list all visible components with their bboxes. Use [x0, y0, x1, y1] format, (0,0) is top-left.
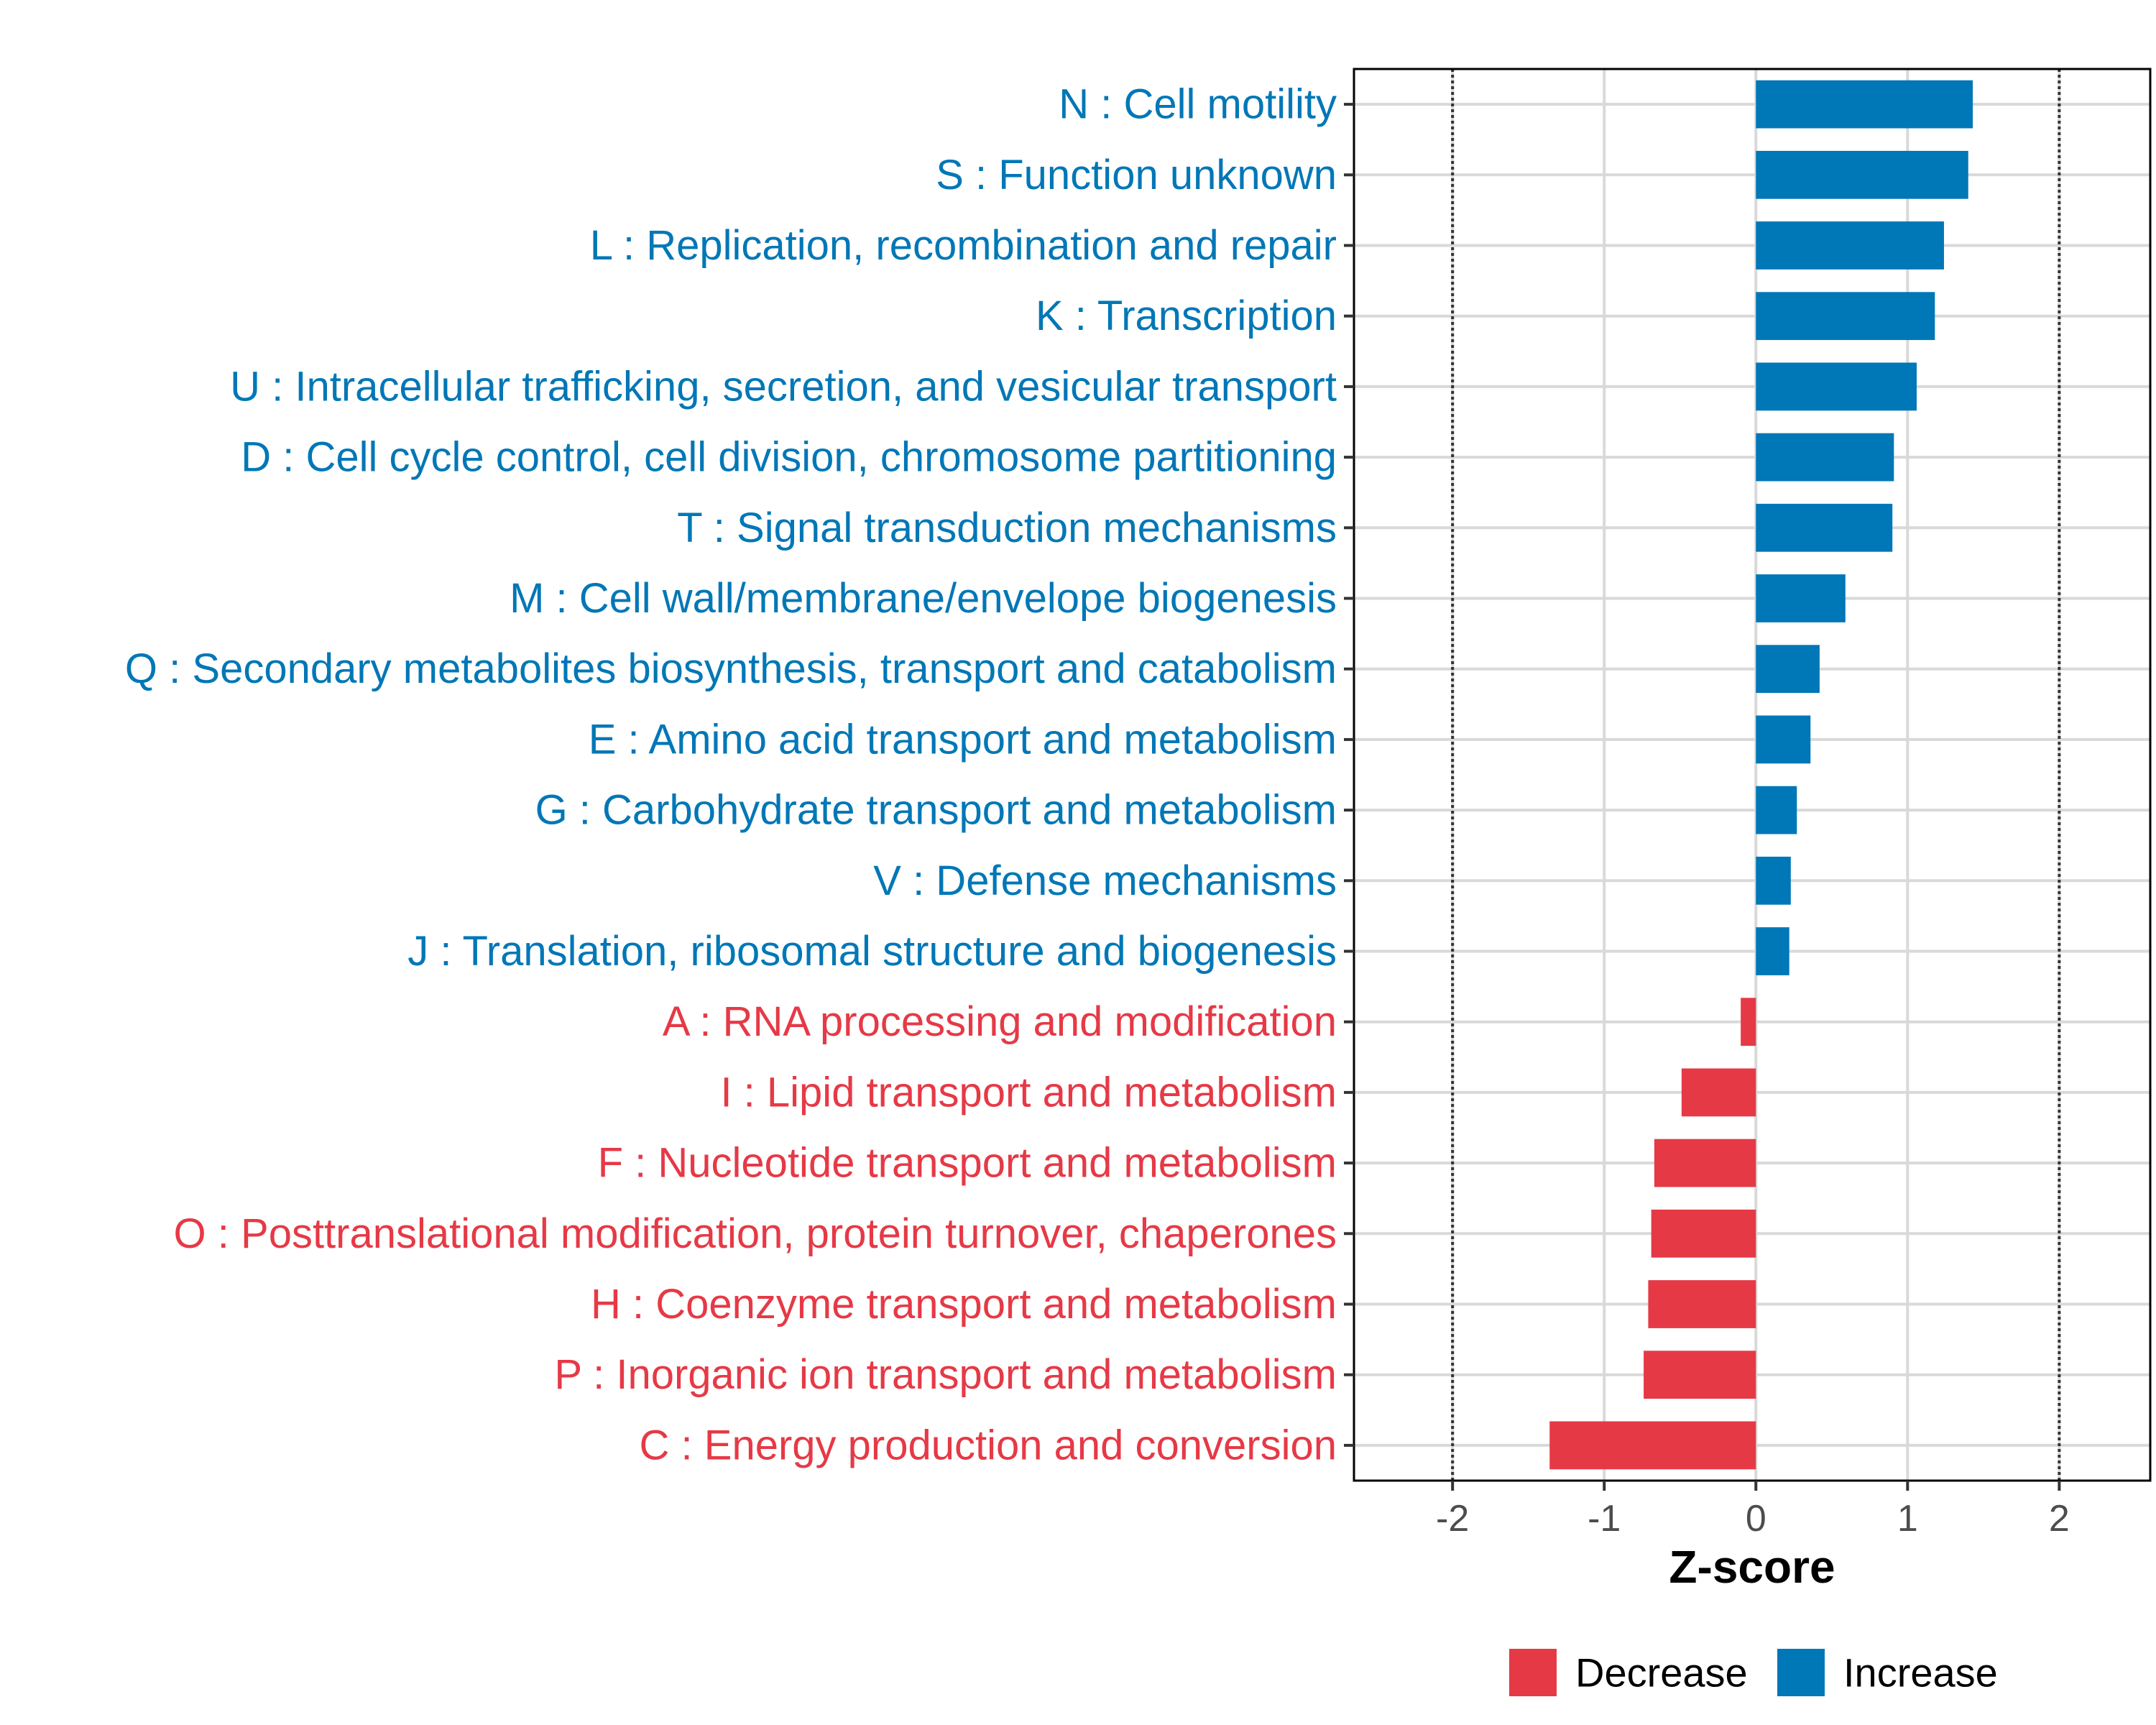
- bar: [1756, 927, 1789, 975]
- bar: [1756, 150, 1968, 199]
- category-label: F : Nucleotide transport and metabolism: [598, 1140, 1337, 1187]
- category-label: U : Intracellular trafficking, secretion…: [230, 363, 1337, 410]
- category-label: S : Function unknown: [936, 152, 1337, 198]
- category-label: Q : Secondary metabolites biosynthesis, …: [125, 645, 1337, 692]
- category-label: E : Amino acid transport and metabolism: [589, 716, 1337, 763]
- x-tick-label: 1: [1897, 1498, 1918, 1540]
- x-axis: -2 -1 0 1 2: [1436, 1481, 2070, 1540]
- bar: [1756, 292, 1935, 341]
- category-label: T : Signal transduction mechanisms: [677, 505, 1337, 551]
- legend-key-increase: [1777, 1649, 1825, 1696]
- bars-layer: [1549, 80, 1973, 1470]
- x-tick-label: -2: [1436, 1498, 1469, 1540]
- bar: [1654, 1138, 1756, 1187]
- x-tick-label: -1: [1588, 1498, 1621, 1540]
- bar: [1756, 80, 1973, 129]
- category-label: J : Translation, ribosomal structure and…: [407, 928, 1337, 975]
- bar: [1756, 645, 1820, 694]
- bar: [1741, 998, 1756, 1046]
- bar: [1756, 221, 1944, 270]
- bar: [1756, 715, 1811, 764]
- x-tick-label: 2: [2049, 1498, 2070, 1540]
- category-label: O : Posttranslational modification, prot…: [174, 1210, 1337, 1257]
- bar: [1756, 574, 1846, 622]
- x-axis-title: Z-score: [1669, 1541, 1835, 1593]
- category-label: I : Lipid transport and metabolism: [720, 1069, 1337, 1116]
- bar: [1756, 856, 1791, 905]
- category-label: G : Carbohydrate transport and metabolis…: [535, 787, 1337, 834]
- bar: [1756, 433, 1894, 482]
- category-label: M : Cell wall/membrane/envelope biogenes…: [510, 575, 1337, 622]
- category-label: L : Replication, recombination and repai…: [590, 222, 1337, 269]
- legend: Decrease Increase: [1509, 1649, 1998, 1696]
- legend-label-decrease: Decrease: [1575, 1650, 1748, 1696]
- grid-layer: [1354, 69, 2150, 1481]
- panel-border: [1353, 68, 2152, 1482]
- bar: [1756, 786, 1797, 834]
- bar: [1681, 1068, 1756, 1117]
- category-label: D : Cell cycle control, cell division, c…: [241, 434, 1337, 481]
- category-label: A : RNA processing and modification: [663, 998, 1337, 1045]
- bar: [1756, 362, 1917, 411]
- bar: [1648, 1280, 1756, 1328]
- bar: [1756, 503, 1893, 552]
- category-label: P : Inorganic ion transport and metaboli…: [554, 1351, 1337, 1398]
- category-label: H : Coenzyme transport and metabolism: [591, 1281, 1337, 1328]
- bar: [1644, 1351, 1756, 1399]
- category-label: C : Energy production and conversion: [640, 1422, 1337, 1468]
- bar: [1549, 1421, 1756, 1470]
- category-label: K : Transcription: [1036, 293, 1337, 339]
- x-tick-label: 0: [1746, 1498, 1766, 1540]
- category-label: V : Defense mechanisms: [873, 857, 1337, 904]
- legend-key-decrease: [1509, 1649, 1557, 1696]
- category-label: N : Cell motility: [1059, 81, 1337, 128]
- legend-label-increase: Increase: [1843, 1650, 1998, 1696]
- bar: [1651, 1209, 1756, 1258]
- y-axis: N : Cell motility S : Function unknown L :…: [125, 81, 1354, 1468]
